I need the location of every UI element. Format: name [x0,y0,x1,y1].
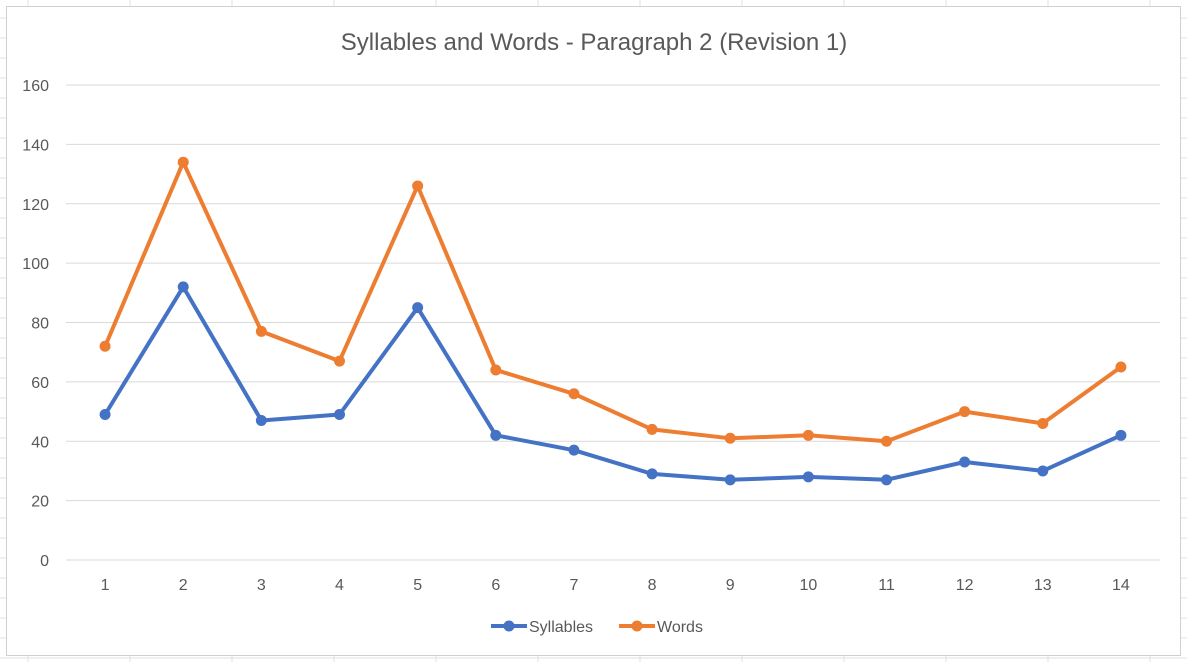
x-tick-label: 8 [648,577,657,594]
data-point[interactable] [802,471,814,483]
data-point[interactable] [490,429,502,441]
x-tick-label: 9 [726,577,735,594]
data-point[interactable] [255,414,267,426]
gridlines [66,84,1160,561]
data-point[interactable] [881,435,892,447]
y-tick-label: 80 [31,316,49,333]
chart-title: Syllables and Words - Paragraph 2 (Revis… [341,29,847,56]
data-point[interactable] [646,423,658,435]
x-tick-label: 12 [956,577,974,594]
x-tick-label: 6 [491,577,500,594]
data-point[interactable] [646,468,658,480]
y-tick-label: 140 [22,137,49,154]
data-point[interactable] [177,281,189,293]
x-tick-label: 13 [1034,577,1052,594]
x-tick-label: 3 [257,577,266,594]
legend-entry-syllables[interactable]: Syllables [491,619,593,636]
data-point[interactable] [412,302,424,314]
data-point[interactable] [99,409,111,421]
data-point[interactable] [802,429,814,441]
legend-label: Words [657,619,703,636]
series-layer [99,156,1127,486]
data-point[interactable] [334,355,345,367]
x-tick-label: 7 [569,577,578,594]
y-tick-label: 100 [22,256,49,273]
legend-swatch-marker [631,620,643,632]
data-point[interactable] [1115,361,1127,373]
legend-entry-words[interactable]: Words [619,619,703,636]
data-point[interactable] [568,388,580,400]
x-tick-label: 11 [878,577,895,594]
data-point[interactable] [959,406,971,418]
data-point[interactable] [334,409,345,421]
series-syllables[interactable] [99,281,1127,486]
y-tick-label: 120 [22,197,49,214]
x-tick-label: 4 [335,577,344,594]
data-point[interactable] [99,340,111,352]
data-point[interactable] [412,180,424,192]
legend-label: Syllables [529,619,593,636]
x-tick-label: 10 [799,577,817,594]
data-point[interactable] [1115,429,1127,441]
y-tick-label: 0 [40,553,49,570]
data-point[interactable] [568,444,580,456]
x-axis-ticks: 1 2 3 4 5 6 7 8 9 10 11 12 13 14 [101,577,1130,594]
y-axis-ticks: 0 20 40 60 80 100 120 140 160 [22,78,49,570]
legend[interactable]: Syllables Words [491,619,703,636]
data-point[interactable] [255,325,267,337]
series-line[interactable] [103,160,1123,444]
data-point[interactable] [724,432,736,444]
series-line[interactable] [103,284,1123,482]
line-chart: Syllables and Words - Paragraph 2 (Revis… [22,29,1160,636]
y-tick-label: 40 [31,434,49,451]
x-tick-label: 5 [413,577,422,594]
series-words[interactable] [99,156,1127,447]
x-tick-label: 14 [1112,577,1130,594]
y-tick-label: 60 [31,375,49,392]
data-point[interactable] [1037,417,1049,429]
data-point[interactable] [724,474,736,486]
y-tick-label: 20 [31,494,49,511]
x-tick-label: 2 [179,577,188,594]
legend-swatch-marker [503,620,515,632]
chart-area[interactable]: Syllables and Words - Paragraph 2 (Revis… [6,6,1181,656]
data-point[interactable] [490,364,502,376]
data-point[interactable] [1037,465,1049,477]
y-tick-label: 160 [22,78,49,95]
data-point[interactable] [177,156,189,168]
data-point[interactable] [881,474,892,486]
data-point[interactable] [959,456,971,468]
x-tick-label: 1 [101,577,110,594]
